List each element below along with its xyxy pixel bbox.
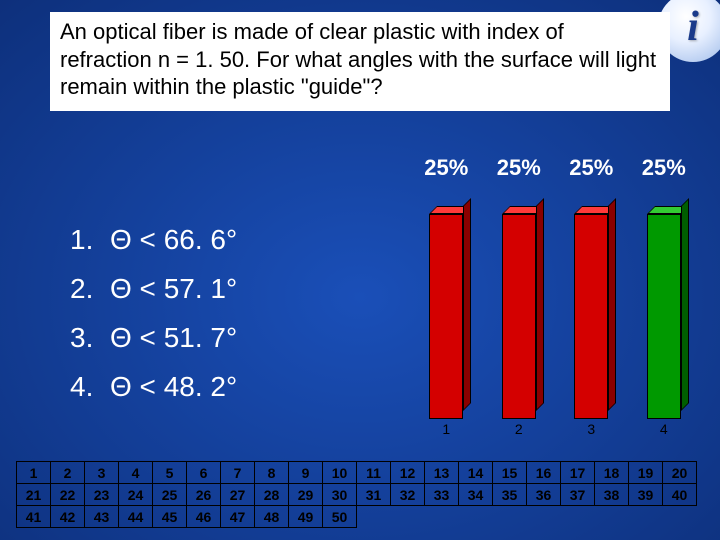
- grid-cell[interactable]: 42: [51, 506, 85, 528]
- bar: [483, 214, 556, 419]
- answer-list: 1. Θ < 66. 6° 2. Θ < 57. 1° 3. Θ < 51. 7…: [70, 215, 237, 411]
- grid-cell[interactable]: 14: [459, 462, 493, 484]
- grid-cell-empty: [595, 506, 629, 528]
- grid-cell[interactable]: 33: [425, 484, 459, 506]
- grid-cell[interactable]: 13: [425, 462, 459, 484]
- grid-cell[interactable]: 49: [289, 506, 323, 528]
- grid-cell[interactable]: 3: [85, 462, 119, 484]
- axis-label: 4: [628, 421, 701, 437]
- percent-label: 25%: [555, 155, 628, 181]
- grid-cell[interactable]: 18: [595, 462, 629, 484]
- grid-cell[interactable]: 43: [85, 506, 119, 528]
- grid-cell[interactable]: 40: [663, 484, 697, 506]
- grid-cell[interactable]: 21: [17, 484, 51, 506]
- grid-cell[interactable]: 32: [391, 484, 425, 506]
- grid-cell[interactable]: 39: [629, 484, 663, 506]
- answer-text: Θ < 51. 7°: [110, 313, 237, 362]
- grid-cell[interactable]: 29: [289, 484, 323, 506]
- bar: [555, 214, 628, 419]
- grid-cell[interactable]: 15: [493, 462, 527, 484]
- grid-cell[interactable]: 10: [323, 462, 357, 484]
- grid-cell[interactable]: 1: [17, 462, 51, 484]
- grid-cell[interactable]: 19: [629, 462, 663, 484]
- grid-cell[interactable]: 20: [663, 462, 697, 484]
- grid-cell[interactable]: 26: [187, 484, 221, 506]
- grid-cell-empty: [561, 506, 595, 528]
- axis-label: 2: [483, 421, 556, 437]
- percent-labels: 25% 25% 25% 25%: [410, 155, 700, 181]
- grid-cell[interactable]: 12: [391, 462, 425, 484]
- axis-label: 1: [410, 421, 483, 437]
- grid-cell[interactable]: 37: [561, 484, 595, 506]
- grid-cell[interactable]: 24: [119, 484, 153, 506]
- grid-cell[interactable]: 7: [221, 462, 255, 484]
- grid-cell[interactable]: 44: [119, 506, 153, 528]
- answer-option-4[interactable]: 4. Θ < 48. 2°: [70, 362, 237, 411]
- bar: [410, 214, 483, 419]
- grid-cell[interactable]: 38: [595, 484, 629, 506]
- bars-container: [410, 189, 700, 419]
- answer-number: 2.: [70, 264, 110, 313]
- answer-text: Θ < 66. 6°: [110, 215, 237, 264]
- responder-grid: 1234567891011121314151617181920212223242…: [16, 461, 697, 528]
- grid-cell-empty: [391, 506, 425, 528]
- grid-cell[interactable]: 47: [221, 506, 255, 528]
- percent-label: 25%: [410, 155, 483, 181]
- grid-cell[interactable]: 25: [153, 484, 187, 506]
- grid-cell[interactable]: 22: [51, 484, 85, 506]
- grid-cell-empty: [357, 506, 391, 528]
- grid-cell[interactable]: 6: [187, 462, 221, 484]
- grid-cell[interactable]: 17: [561, 462, 595, 484]
- grid-cell[interactable]: 4: [119, 462, 153, 484]
- grid-cell[interactable]: 23: [85, 484, 119, 506]
- answer-option-2[interactable]: 2. Θ < 57. 1°: [70, 264, 237, 313]
- grid-cell-empty: [527, 506, 561, 528]
- answer-text: Θ < 48. 2°: [110, 362, 237, 411]
- grid-cell[interactable]: 5: [153, 462, 187, 484]
- grid-cell[interactable]: 11: [357, 462, 391, 484]
- percent-label: 25%: [628, 155, 701, 181]
- response-chart: 25% 25% 25% 25% 1 2 3 4: [410, 155, 700, 435]
- grid-cell[interactable]: 30: [323, 484, 357, 506]
- grid-cell[interactable]: 8: [255, 462, 289, 484]
- answer-option-1[interactable]: 1. Θ < 66. 6°: [70, 215, 237, 264]
- answer-number: 1.: [70, 215, 110, 264]
- answer-number: 3.: [70, 313, 110, 362]
- grid-cell[interactable]: 2: [51, 462, 85, 484]
- grid-cell[interactable]: 45: [153, 506, 187, 528]
- grid-cell-empty: [493, 506, 527, 528]
- grid-cell-empty: [425, 506, 459, 528]
- grid-cell[interactable]: 34: [459, 484, 493, 506]
- percent-label: 25%: [483, 155, 556, 181]
- grid-cell[interactable]: 41: [17, 506, 51, 528]
- grid-cell[interactable]: 46: [187, 506, 221, 528]
- grid-cell[interactable]: 35: [493, 484, 527, 506]
- axis-labels: 1 2 3 4: [410, 421, 700, 437]
- grid-cell-empty: [459, 506, 493, 528]
- question-text: An optical fiber is made of clear plasti…: [50, 12, 670, 111]
- bar: [628, 214, 701, 419]
- answer-number: 4.: [70, 362, 110, 411]
- grid-cell[interactable]: 36: [527, 484, 561, 506]
- grid-cell-empty: [629, 506, 663, 528]
- answer-option-3[interactable]: 3. Θ < 51. 7°: [70, 313, 237, 362]
- answer-text: Θ < 57. 1°: [110, 264, 237, 313]
- axis-label: 3: [555, 421, 628, 437]
- grid-cell[interactable]: 48: [255, 506, 289, 528]
- grid-cell[interactable]: 9: [289, 462, 323, 484]
- grid-cell-empty: [663, 506, 697, 528]
- grid-cell[interactable]: 27: [221, 484, 255, 506]
- grid-cell[interactable]: 50: [323, 506, 357, 528]
- grid-cell[interactable]: 31: [357, 484, 391, 506]
- grid-cell[interactable]: 28: [255, 484, 289, 506]
- grid-cell[interactable]: 16: [527, 462, 561, 484]
